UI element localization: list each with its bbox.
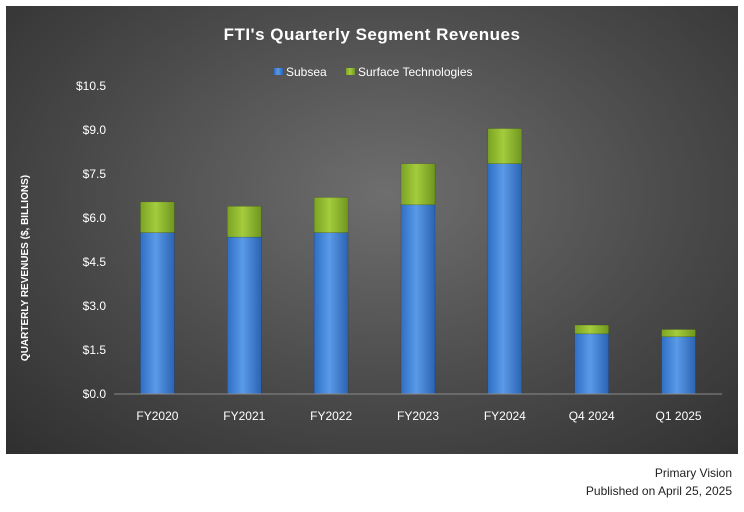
footer-published-date: Published on April 25, 2025 <box>585 484 732 498</box>
legend-swatch-subsea <box>274 68 283 75</box>
y-tick-label: $1.5 <box>83 343 107 357</box>
bar-surface-technologies-fy2024 <box>487 128 523 164</box>
y-tick-label: $4.5 <box>83 255 107 269</box>
bar-surface-technologies-q1-2025 <box>661 329 696 338</box>
y-tick-label: $0.0 <box>83 387 107 401</box>
y-tick-label: $10.5 <box>76 79 106 93</box>
x-axis-ticks: FY2020 FY2021 FY2022 FY2023 FY2024 Q4 2024 Q1 … <box>136 409 701 423</box>
x-tick-label: Q4 2024 <box>569 409 615 423</box>
x-tick-label: FY2022 <box>310 409 352 423</box>
y-tick-label: $9.0 <box>83 123 107 137</box>
bar-surface-technologies-fy2021 <box>227 206 262 238</box>
legend: Subsea Surface Technologies <box>274 65 473 79</box>
stacked-bar-chart: FTI's Quarterly Segment Revenues Subsea S… <box>20 25 722 423</box>
chart-panel: FTI's Quarterly Segment Revenues Subsea S… <box>6 6 738 454</box>
bar-subsea-q4-2024 <box>574 333 609 395</box>
bar-subsea-q1-2025 <box>661 336 696 395</box>
bar-subsea-fy2024 <box>487 163 523 395</box>
y-tick-label: $7.5 <box>83 167 107 181</box>
legend-label-subsea: Subsea <box>286 65 327 79</box>
bar-subsea-fy2023 <box>400 204 436 395</box>
bar-surface-technologies-q4-2024 <box>574 324 609 335</box>
legend-label-surface-technologies: Surface Technologies <box>358 65 473 79</box>
y-axis-ticks: $0.0 $1.5 $3.0 $4.5 $6.0 $7.5 $9.0 $10.5 <box>76 79 106 401</box>
bar-surface-technologies-fy2022 <box>313 197 349 233</box>
bar-subsea-fy2022 <box>313 232 349 395</box>
y-tick-label: $6.0 <box>83 211 107 225</box>
x-tick-label: FY2023 <box>397 409 439 423</box>
bars <box>140 128 696 395</box>
x-tick-label: FY2024 <box>484 409 526 423</box>
bar-subsea-fy2020 <box>140 232 175 395</box>
bar-surface-technologies-fy2023 <box>400 163 436 206</box>
x-tick-label: FY2021 <box>223 409 265 423</box>
bar-surface-technologies-fy2020 <box>140 201 175 233</box>
legend-swatch-surface-technologies <box>346 68 355 75</box>
x-tick-label: Q1 2025 <box>656 409 702 423</box>
footer-source: Primary Vision <box>654 466 732 480</box>
chart-title: FTI's Quarterly Segment Revenues <box>224 25 521 44</box>
y-axis-label: QUARTERLY REVENUES ($, BILLIONS) <box>20 175 31 361</box>
x-tick-label: FY2020 <box>136 409 178 423</box>
y-tick-label: $3.0 <box>83 299 107 313</box>
bar-subsea-fy2021 <box>227 236 262 395</box>
